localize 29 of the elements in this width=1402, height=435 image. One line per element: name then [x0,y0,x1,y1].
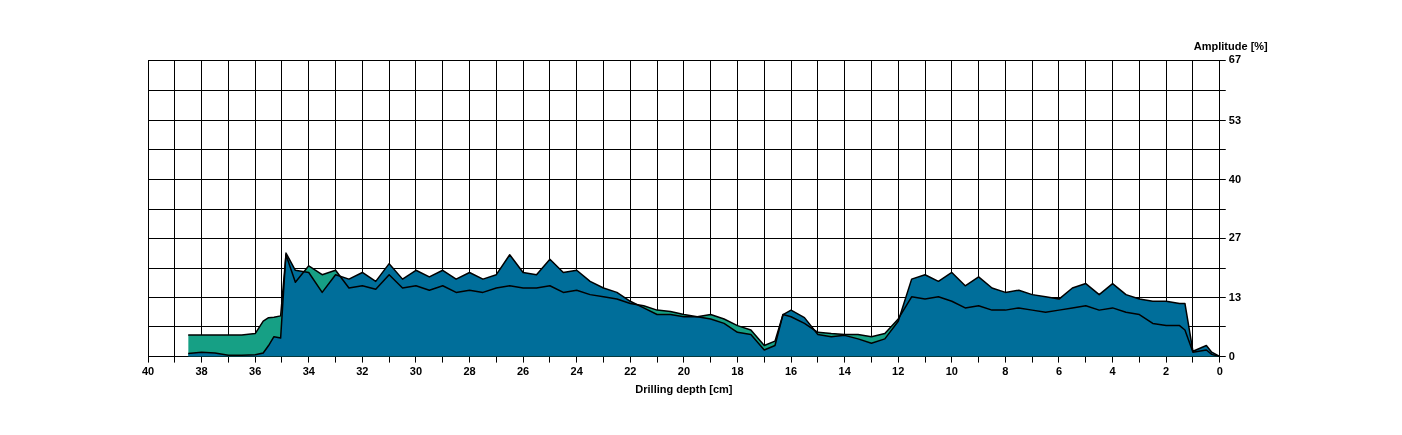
x-tick-label: 4 [1109,365,1117,378]
x-tick-label: 34 [302,365,316,378]
x-tick-label: 40 [141,365,155,378]
x-tick-label: 28 [463,365,476,378]
x-tick-label: 24 [570,365,584,378]
x-tick-label: 20 [677,365,691,378]
x-tick-label: 18 [731,365,744,378]
x-tick-label: 14 [838,365,852,378]
y-tick-label: 0 [1228,349,1235,362]
x-tick-label: 8 [1002,365,1009,378]
y-tick-label: 27 [1228,231,1242,244]
x-tick-label: 22 [624,365,637,378]
x-tick-label: 16 [784,365,798,378]
x-tick-label: 2 [1163,365,1170,378]
y-tick-label: 67 [1228,53,1242,66]
x-tick-label: 10 [945,365,958,378]
x-tick-label: 36 [249,365,262,378]
x-tick-label: 12 [892,365,905,378]
x-tick-label: 0 [1216,365,1223,378]
y-tick-label: 53 [1228,113,1242,126]
y-tick-label: 40 [1228,172,1242,185]
y-axis-title: Amplitude [%] [1193,39,1269,52]
x-tick-label: 38 [195,365,208,378]
x-tick-label: 30 [409,365,423,378]
y-tick-label: 13 [1228,290,1242,303]
x-axis-title: Drilling depth [cm] [635,383,733,396]
x-tick-label: 6 [1055,365,1063,378]
x-tick-label: 32 [356,365,369,378]
x-tick-label: 26 [516,365,530,378]
